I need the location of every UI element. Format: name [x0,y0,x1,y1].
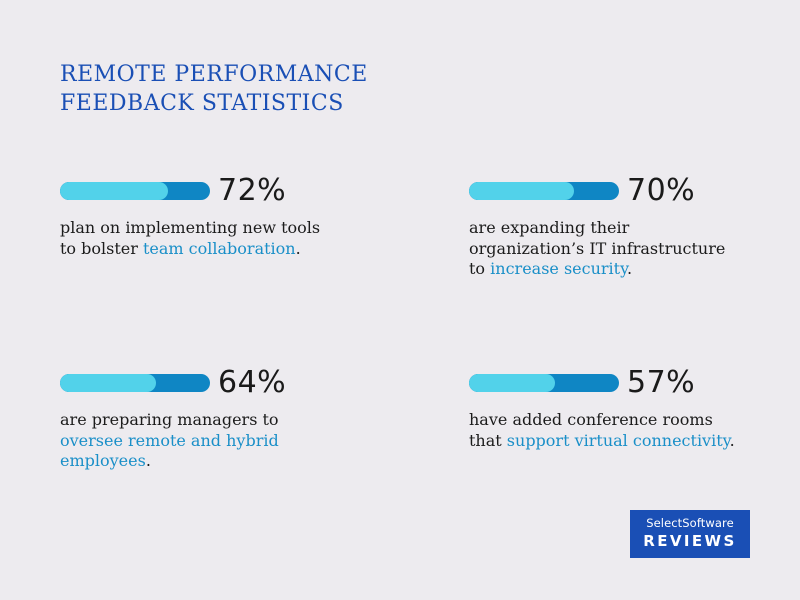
stat-text: are preparing managers to [60,410,279,429]
stat-header: 72% [60,172,340,210]
progress-bar [60,374,210,392]
stat-text-end: . [729,430,735,450]
stat-description: have added conference rooms that support… [469,410,739,451]
stat-header: 64% [60,364,340,402]
progress-bar-fill [469,182,574,200]
progress-bar [60,182,210,200]
progress-bar-fill [60,374,156,392]
stat-text-end: . [145,451,151,470]
progress-bar [469,374,619,392]
stat-card-1: 72% plan on implementing new tools to bo… [60,172,340,259]
title-line-1: REMOTE PERFORMANCE [60,62,368,87]
stat-card-3: 64% are preparing managers to oversee re… [60,364,340,472]
page-title: REMOTE PERFORMANCE FEEDBACK STATISTICS [60,60,460,118]
stat-percent: 72% [218,173,287,208]
stat-text-end: . [627,259,633,278]
stat-header: 57% [469,364,749,402]
stat-header: 70% [469,172,749,210]
stat-text: plan on implementing new tools to bolste… [60,218,321,258]
stat-percent: 57% [627,365,696,400]
progress-bar-fill [60,182,168,200]
stat-description: plan on implementing new tools to bolste… [60,218,330,259]
stat-text-end: . [295,238,301,258]
stat-highlight: increase security [490,259,628,278]
stat-text: have added conference rooms that [469,410,713,450]
logo-text-bottom: REVIEWS [643,532,737,550]
stat-description: are expanding their organization’s IT in… [469,218,739,280]
selectsoftware-reviews-logo: SelectSoftware REVIEWS [630,510,750,558]
stat-highlight: team collaboration [142,238,296,258]
stat-highlight: support virtual connectivity [506,430,730,450]
progress-bar-fill [469,374,555,392]
progress-bar [469,182,619,200]
stat-percent: 64% [218,365,287,400]
logo-text-top: SelectSoftware [646,516,734,530]
stat-text: are expanding their organization’s IT in… [469,218,726,278]
stat-description: are preparing managers to oversee remote… [60,410,330,472]
stat-card-4: 57% have added conference rooms that sup… [469,364,749,451]
stat-card-2: 70% are expanding their organization’s I… [469,172,749,280]
stat-highlight: oversee remote and hybrid employees [60,430,279,471]
title-line-2: FEEDBACK STATISTICS [60,91,344,116]
stat-percent: 70% [627,173,696,208]
